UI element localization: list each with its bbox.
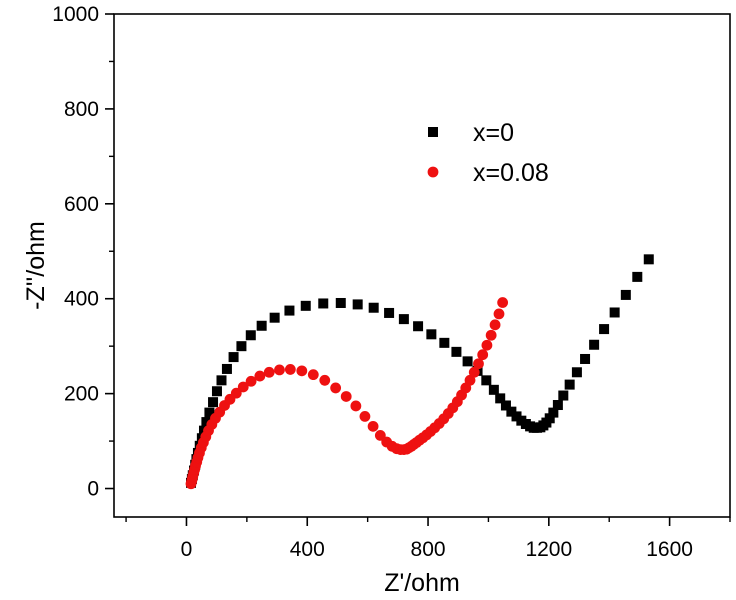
x-tick-label: 1200 [525, 538, 572, 561]
x-tick-label: 400 [290, 538, 325, 561]
data-point-square [216, 375, 227, 386]
axis-ticks: 0 400 800 1200 1600 0 200 400 600 800 1000 [52, 3, 731, 561]
data-point-circle [473, 358, 484, 370]
data-point-square [368, 302, 379, 313]
data-point-circle [230, 387, 242, 399]
legend-label: x=0.08 [473, 159, 549, 187]
x-tick-label: 800 [411, 538, 446, 561]
y-axis-label: -Z''/ohm [22, 221, 50, 310]
data-point-square [228, 352, 239, 363]
data-point-square [643, 254, 654, 265]
y-tick-label: 600 [64, 193, 99, 216]
y-tick-label: 800 [64, 98, 99, 121]
data-point-square [481, 375, 492, 386]
data-point-square [269, 312, 280, 323]
data-point-circle [263, 366, 275, 378]
data-point-circle [468, 366, 480, 378]
data-point-square [495, 393, 506, 404]
y-tick-label: 400 [64, 288, 99, 311]
data-point-square [398, 314, 409, 325]
data-point-square [245, 330, 256, 341]
data-point-circle [340, 391, 352, 402]
data-point-square [462, 356, 473, 367]
data-point-square [208, 397, 219, 408]
data-point-square [236, 341, 247, 352]
data-point-square [284, 305, 295, 316]
data-point-square [620, 289, 631, 300]
data-point-circle [497, 297, 509, 308]
data-point-circle [284, 364, 296, 375]
legend-label: x=0 [473, 119, 514, 147]
data-point-square [221, 363, 232, 374]
data-point-square [384, 307, 395, 318]
data-point-square [201, 417, 212, 428]
data-point-square [335, 297, 346, 308]
series-x008 [185, 297, 509, 490]
data-point-circle [477, 349, 489, 361]
data-point-circle [254, 370, 266, 382]
data-point-circle [307, 369, 319, 381]
data-point-square [256, 320, 267, 331]
data-point-square [564, 379, 575, 390]
data-point-circle [485, 329, 497, 341]
data-point-circle [330, 382, 342, 394]
y-tick-label: 200 [64, 383, 99, 406]
data-point-circle [493, 308, 505, 320]
y-tick-label: 1000 [52, 3, 99, 26]
data-point-circle [296, 365, 308, 377]
x-tick-label: 0 [181, 538, 193, 561]
data-point-circle [367, 420, 379, 432]
legend-marker-square [428, 127, 438, 137]
data-point-square [204, 407, 215, 418]
data-point-square [548, 407, 559, 418]
plot-frame [113, 13, 731, 518]
data-point-circle [245, 375, 257, 387]
data-point-square [609, 307, 620, 318]
data-point-square [571, 367, 582, 378]
data-point-square [506, 406, 517, 417]
data-point-circle [350, 400, 362, 412]
data-point-square [488, 384, 499, 395]
series-x0 [186, 254, 654, 488]
series-layer [185, 254, 654, 490]
y-tick-label: 0 [87, 478, 99, 501]
data-point-circle [274, 364, 285, 376]
data-point-circle [237, 381, 249, 393]
data-point-circle [464, 374, 476, 386]
data-point-square [413, 321, 424, 332]
legend-marker-circle [427, 166, 439, 178]
data-point-circle [359, 411, 371, 422]
data-point-square [426, 329, 437, 340]
data-point-square [318, 298, 329, 309]
data-point-square [632, 271, 643, 282]
x-axis-label: Z'/ohm [384, 569, 460, 597]
data-point-square [552, 400, 563, 411]
data-point-square [451, 346, 462, 357]
data-point-square [580, 353, 591, 364]
legend: x=0 x=0.08 [427, 119, 549, 187]
data-point-square [211, 386, 222, 397]
data-point-square [500, 400, 511, 411]
data-point-square [352, 299, 363, 310]
data-point-square [439, 337, 450, 348]
data-point-square [599, 324, 610, 335]
data-point-circle [489, 319, 501, 331]
data-point-square [558, 390, 569, 401]
data-point-square [544, 413, 555, 424]
data-point-circle [481, 339, 493, 351]
data-point-circle [319, 374, 331, 386]
x-tick-label: 1600 [646, 538, 693, 561]
data-point-square [300, 300, 311, 311]
data-point-square [589, 339, 600, 350]
